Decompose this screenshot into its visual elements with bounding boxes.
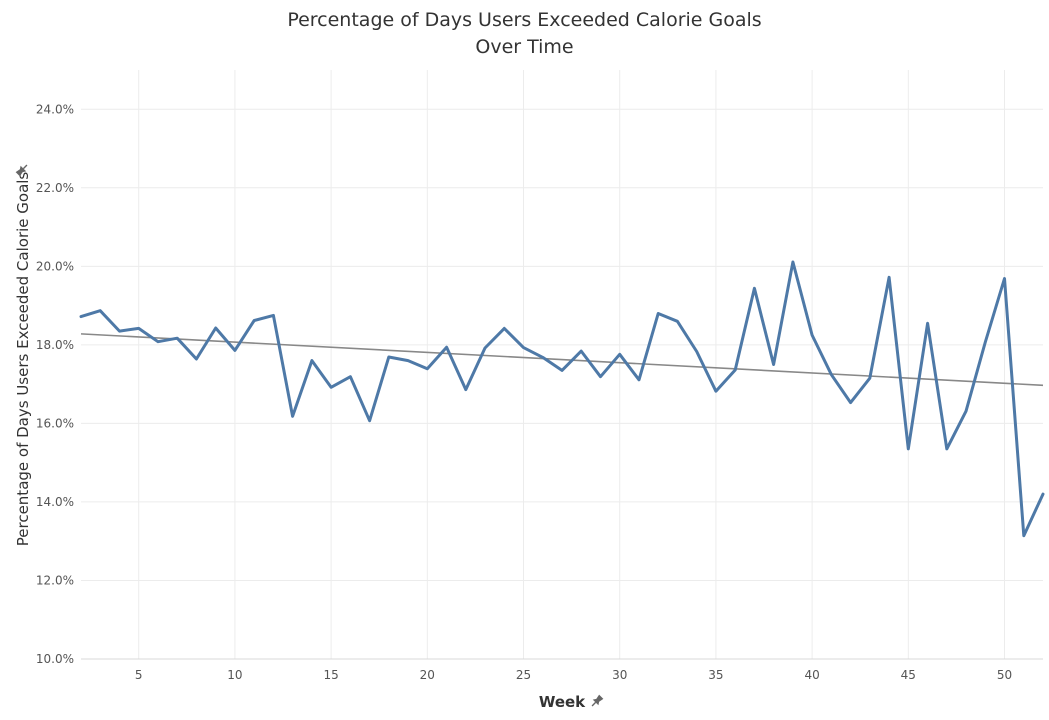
y-tick-label: 24.0% [36, 102, 74, 116]
x-tick-label: 25 [516, 668, 531, 682]
x-tick-label: 20 [420, 668, 435, 682]
x-axis-pin-icon[interactable] [589, 694, 604, 709]
series-lines [79, 260, 1045, 538]
y-axis-title: Percentage of Days Users Exceeded Calori… [14, 172, 32, 547]
chart-title-line-2: Over Time [475, 36, 574, 58]
x-axis-title: Week [539, 693, 586, 711]
y-tick-label: 12.0% [36, 573, 74, 587]
y-axis-ticks: 10.0% 12.0% 14.0% 16.0% 18.0% 20.0% 22.0% 24.0% [36, 102, 74, 666]
x-tick-label: 35 [708, 668, 723, 682]
x-tick-label: 40 [804, 668, 819, 682]
series-line [79, 260, 1045, 538]
y-tick-label: 20.0% [36, 259, 74, 273]
x-tick-label: 30 [612, 668, 627, 682]
grid-lines [81, 70, 1043, 660]
y-tick-label: 18.0% [36, 338, 74, 352]
x-tick-label: 5 [135, 668, 143, 682]
y-tick-label: 14.0% [36, 495, 74, 509]
x-tick-label: 50 [997, 668, 1012, 682]
x-tick-label: 45 [901, 668, 916, 682]
chart-title-line-1: Percentage of Days Users Exceeded Calori… [287, 9, 762, 31]
y-tick-label: 16.0% [36, 416, 74, 430]
y-tick-label: 10.0% [36, 652, 74, 666]
x-tick-label: 10 [227, 668, 242, 682]
y-axis-pin-icon[interactable] [15, 162, 30, 177]
chart-title: Percentage of Days Users Exceeded Calori… [0, 7, 1049, 61]
x-axis-ticks: 5 10 15 20 25 30 35 40 45 50 [135, 668, 1012, 682]
x-tick-label: 15 [323, 668, 338, 682]
y-tick-label: 22.0% [36, 181, 74, 195]
